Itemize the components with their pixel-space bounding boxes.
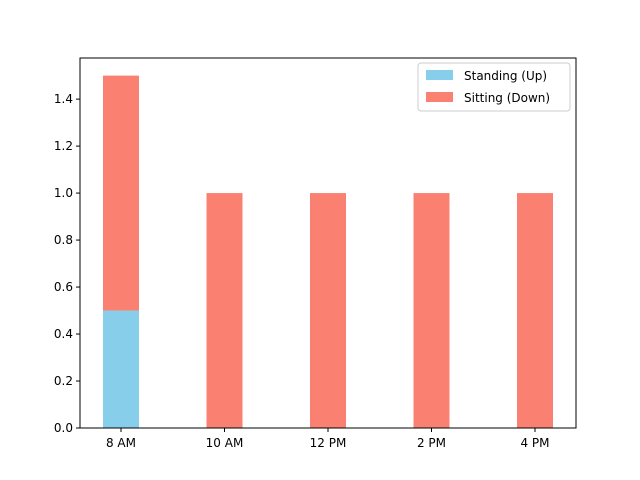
x-tick-label: 4 PM bbox=[520, 436, 549, 450]
bars-group bbox=[103, 75, 553, 428]
legend-swatch bbox=[426, 92, 453, 102]
x-tick-label: 8 AM bbox=[106, 436, 136, 450]
legend-label: Sitting (Down) bbox=[464, 91, 550, 105]
y-tick-label: 0.8 bbox=[54, 233, 73, 247]
bar-8-am-series-1 bbox=[103, 75, 139, 311]
legend-box bbox=[417, 62, 571, 112]
y-tick-label: 1.2 bbox=[54, 139, 73, 153]
bar-12-pm-series-1 bbox=[310, 193, 346, 428]
x-tick-label: 12 PM bbox=[310, 436, 347, 450]
legend-swatch bbox=[426, 70, 453, 80]
y-tick-label: 0.6 bbox=[54, 280, 73, 294]
bar-8-am-series-0 bbox=[103, 310, 139, 428]
x-axis: 8 AM 10 AM 12 PM 2 PM 4 PM bbox=[106, 428, 550, 450]
y-tick-label: 1.4 bbox=[54, 92, 73, 106]
y-tick-label: 0.2 bbox=[54, 374, 73, 388]
y-axis: 0.0 0.2 0.4 0.6 0.8 1.0 1.2 1.4 bbox=[54, 92, 80, 435]
y-tick-label: 1.0 bbox=[54, 186, 73, 200]
x-tick-label: 2 PM bbox=[417, 436, 446, 450]
bar-2-pm-series-1 bbox=[413, 193, 450, 428]
y-tick-label: 0.0 bbox=[54, 421, 73, 435]
bar-4-pm-series-1 bbox=[517, 193, 553, 428]
legend: Standing (Up) Sitting (Down) bbox=[417, 62, 571, 112]
y-tick-label: 0.4 bbox=[54, 327, 73, 341]
legend-label: Standing (Up) bbox=[464, 69, 547, 83]
x-tick-label: 10 AM bbox=[206, 436, 244, 450]
bar-10-am-series-1 bbox=[206, 193, 243, 428]
